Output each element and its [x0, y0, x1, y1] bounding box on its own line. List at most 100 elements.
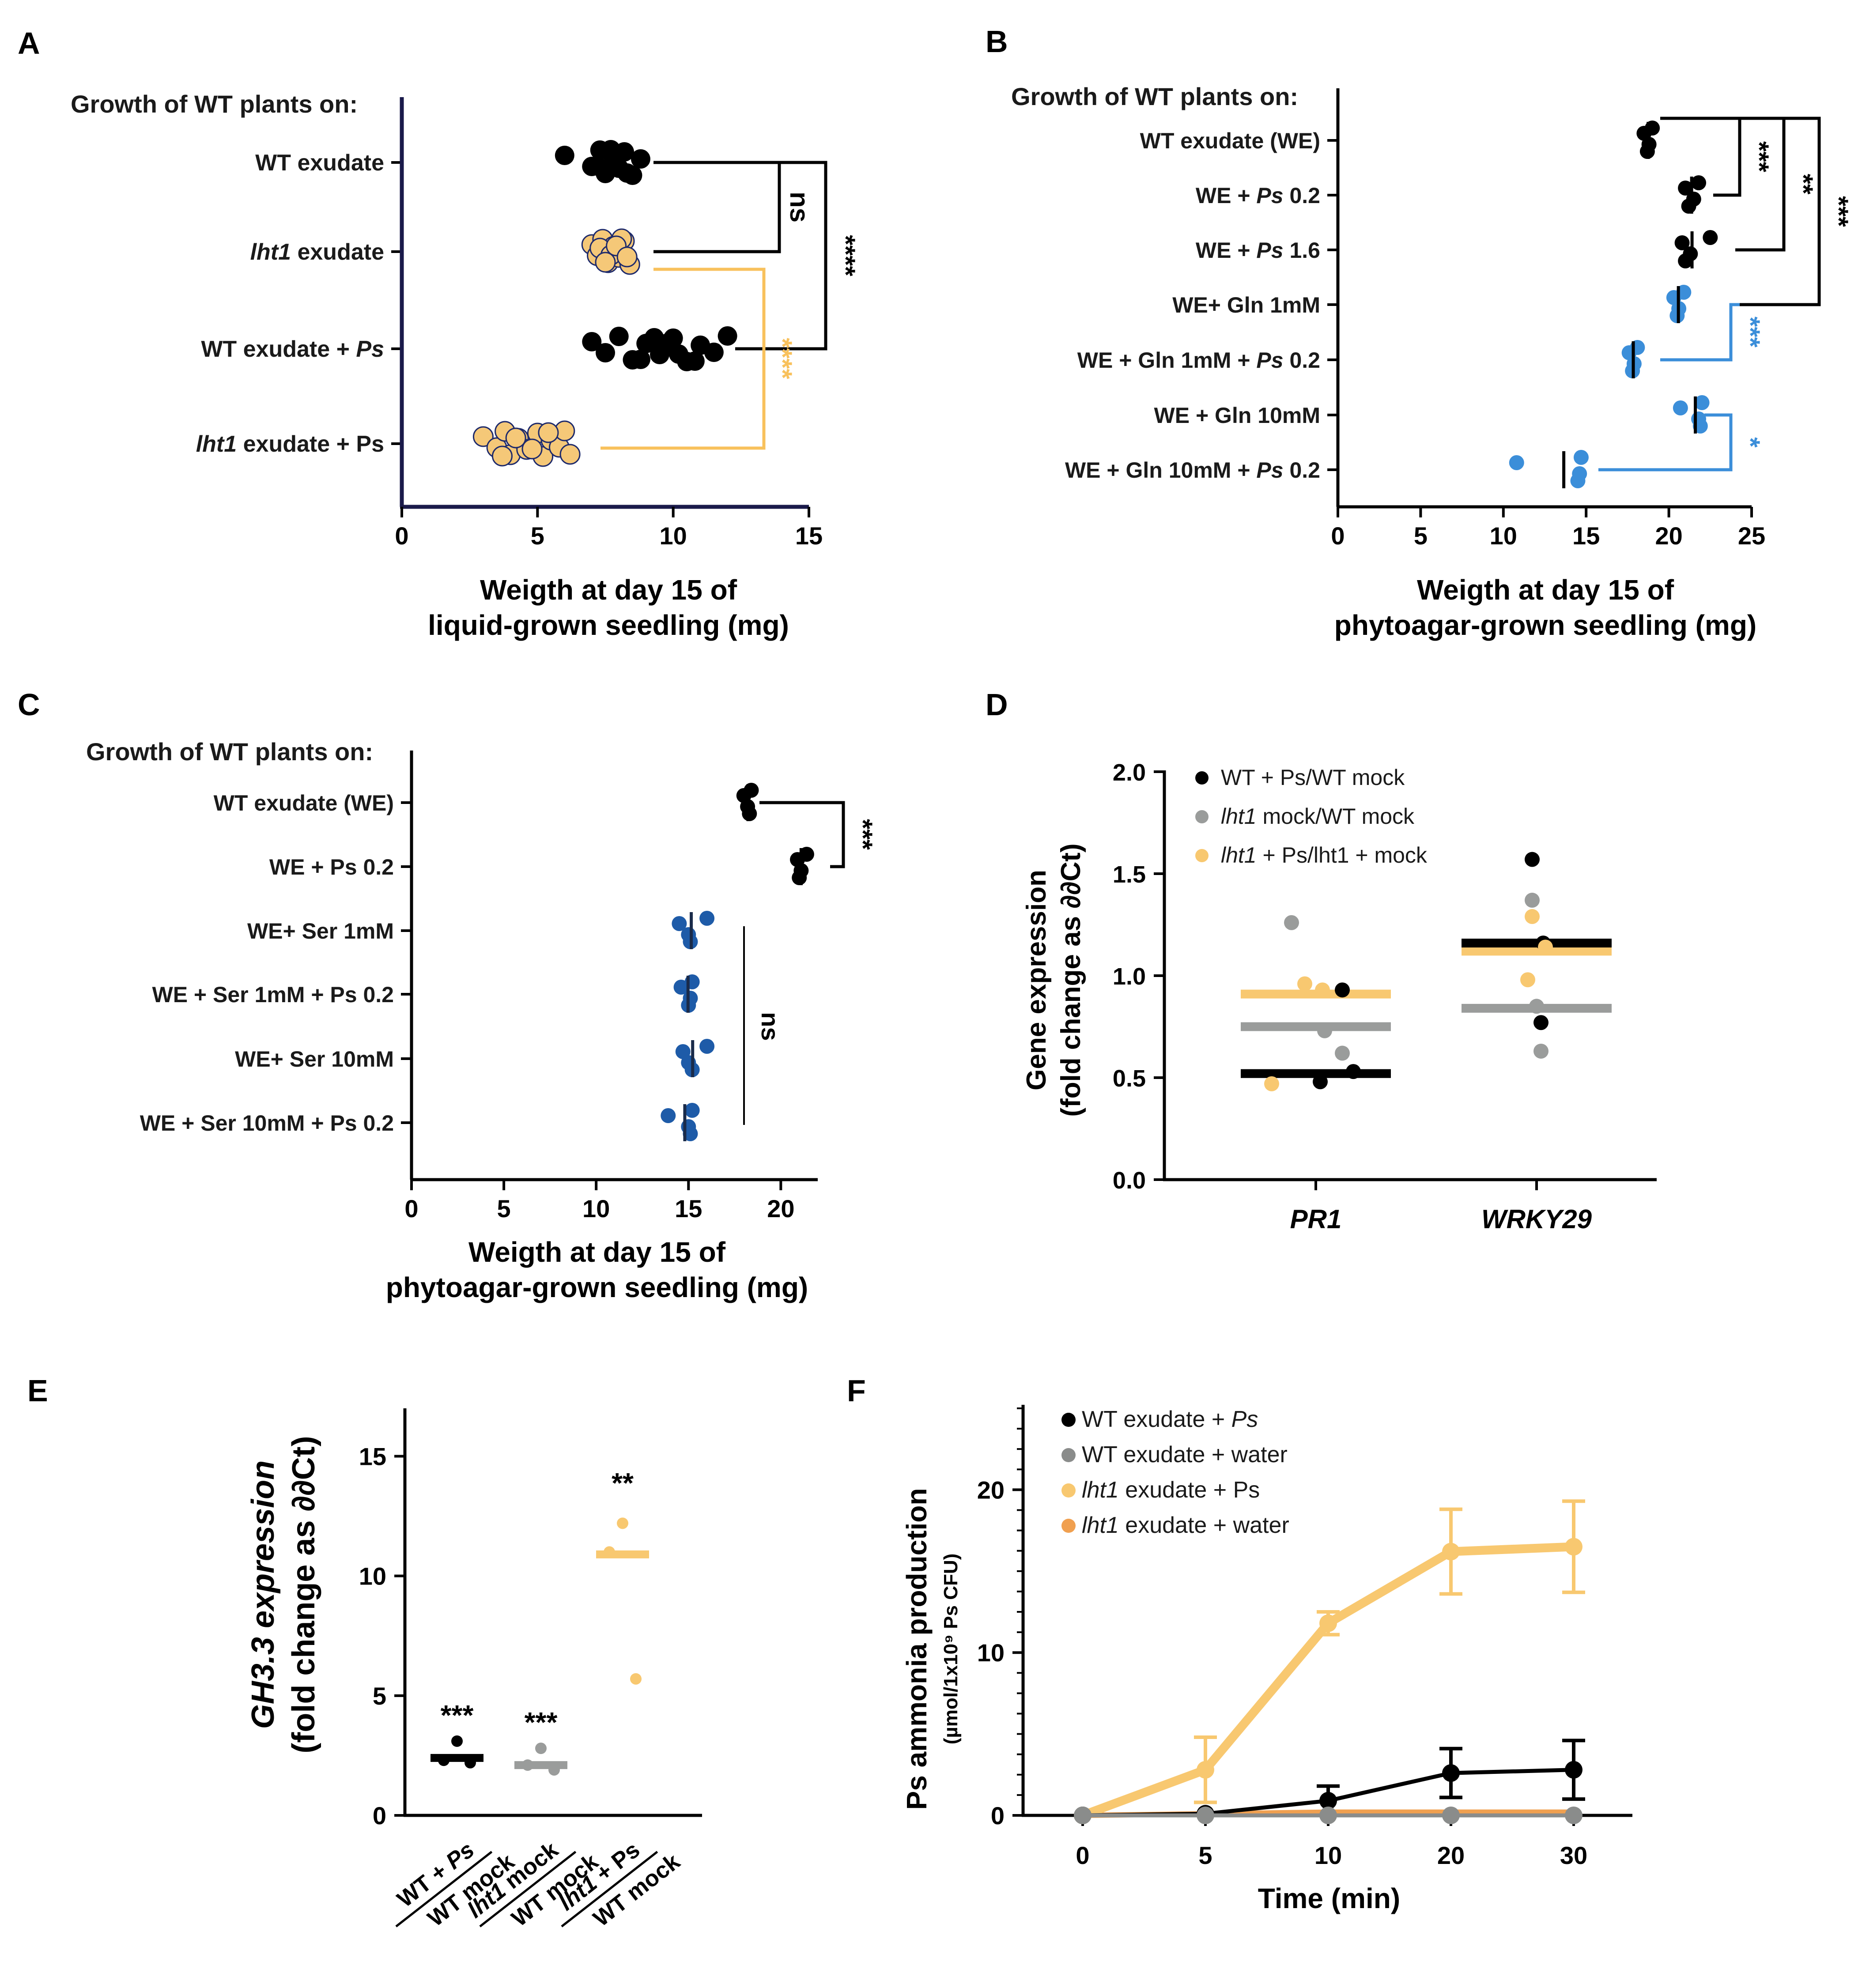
data-point	[1678, 253, 1693, 268]
panel-a-comparisons: ns **** ****	[601, 161, 861, 450]
panel-c-x-ticks: 0 5 10 15 20	[404, 1180, 795, 1222]
y-tick-label: 0	[373, 1802, 386, 1830]
data-point	[606, 147, 626, 166]
category-label: WE+ Ser 1mM	[247, 919, 394, 943]
panel-f-ylabel-line2: (µmol/1x10⁹ Ps CFU)	[940, 1554, 962, 1745]
panel-d-letter: D	[986, 687, 1008, 722]
panel-f-xlabel: Time (min)	[1258, 1882, 1400, 1914]
panel-a-xlabel-line1: Weigth at day 15 of	[480, 574, 737, 606]
data-point	[559, 444, 581, 465]
data-point	[1319, 1614, 1337, 1632]
significance-label: *	[1736, 437, 1765, 448]
significance-label: ****	[831, 235, 861, 276]
x-tick-label: PR1	[1290, 1204, 1342, 1234]
legend-label: WT + Ps/WT mock	[1221, 765, 1405, 790]
data-point	[1297, 976, 1312, 992]
x-tick-label: 10	[582, 1195, 610, 1222]
panel-c-category-labels: WT exudate (WE) WE + Ps 0.2 WE+ Ser 1mM WE …	[140, 791, 412, 1135]
data-point	[505, 427, 526, 449]
data-point	[1442, 1543, 1460, 1561]
category-label: WE + Gln 10mM	[1154, 403, 1320, 428]
x-tick-label: WRKY29	[1481, 1204, 1592, 1234]
data-point	[1533, 1043, 1549, 1059]
data-point	[1694, 395, 1710, 410]
data-point	[799, 847, 814, 862]
data-point	[472, 426, 494, 447]
panel-d: D Gene expression (fold change as ∂∂Ct) …	[986, 687, 1657, 1234]
x-tick-label: 15	[1572, 522, 1600, 550]
significance-label: ns	[756, 1012, 784, 1041]
category-label: WE + Gln 10mM + Ps 0.2	[1065, 458, 1320, 483]
data-point	[596, 343, 615, 362]
data-point	[1284, 915, 1299, 930]
data-point	[684, 1103, 700, 1118]
data-point	[1442, 1764, 1460, 1782]
x-tick-label: 15	[675, 1195, 702, 1222]
y-tick-label: 0.0	[1113, 1167, 1146, 1194]
y-tick-label: 0.5	[1113, 1065, 1146, 1092]
data-point	[1319, 1792, 1337, 1810]
panel-c-letter: C	[18, 687, 40, 722]
data-point	[1317, 1023, 1332, 1038]
data-point	[718, 326, 737, 346]
data-point	[1346, 1064, 1361, 1079]
y-tick-label: 0	[991, 1802, 1005, 1830]
panel-e-letter: E	[27, 1373, 48, 1408]
data-point	[1681, 199, 1696, 214]
panel-b-axes	[1336, 88, 1752, 509]
x-tick-label: 20	[1437, 1841, 1465, 1869]
data-point	[1678, 181, 1693, 196]
data-point	[548, 1764, 560, 1776]
data-point	[1673, 400, 1688, 415]
significance-label: **	[1789, 174, 1818, 195]
data-point	[555, 146, 574, 165]
category-label: WE+ Gln 1mM	[1172, 293, 1320, 317]
data-point	[1565, 1538, 1583, 1556]
data-point	[704, 343, 724, 362]
category-label: WE + Ser 1mM + Ps 0.2	[152, 982, 394, 1007]
data-point	[683, 1126, 698, 1141]
data-point	[644, 328, 664, 347]
category-label: WE + Ser 10mM + Ps 0.2	[140, 1111, 394, 1135]
data-point	[699, 1039, 715, 1054]
data-point	[1442, 1807, 1460, 1824]
data-point	[1313, 1074, 1328, 1090]
panel-d-ylabel-line2: (fold change as ∂∂Ct)	[1056, 843, 1086, 1117]
panel-e-ylabel-line2: (fold change as ∂∂Ct)	[286, 1436, 321, 1753]
panel-b-category-labels: WT exudate (WE) WE + Ps 0.2 WE + Ps 1.6 WE+…	[1065, 128, 1338, 483]
data-point	[1570, 473, 1586, 488]
data-point	[1525, 909, 1540, 924]
data-point	[522, 1759, 533, 1771]
comparison-bracket	[1660, 303, 1740, 362]
panel-e-data-points: *** *****	[431, 1467, 649, 1776]
data-point	[1529, 999, 1544, 1014]
data-point	[1525, 893, 1540, 908]
panel-d-ylabel-line1: Gene expression	[1021, 870, 1052, 1090]
panel-c: C Growth of WT plants on: WT exudate (WE…	[18, 687, 878, 1303]
x-tick-label: 30	[1560, 1841, 1587, 1869]
y-tick-label: 2.0	[1113, 759, 1146, 786]
panel-f-legend: WT exudate + Ps WT exudate + water lht1 ex…	[1061, 1407, 1289, 1538]
data-point	[1335, 982, 1350, 998]
panel-a-category-labels: WT exudate lht1 exudate WT exudate + Ps lht…	[196, 150, 402, 457]
data-point	[685, 351, 705, 371]
comparison-bracket	[601, 268, 766, 450]
x-tick-label: 5	[497, 1195, 511, 1222]
panel-c-xlabel-line1: Weigth at day 15 of	[468, 1236, 726, 1268]
significance-label: ***	[1736, 317, 1765, 348]
panel-b-letter: B	[986, 24, 1008, 59]
data-point	[1074, 1807, 1092, 1824]
panel-e: E GH3.3 expression (fold change as ∂∂Ct)…	[27, 1373, 702, 1932]
data-point	[1197, 1761, 1214, 1779]
significance-label: **	[612, 1467, 634, 1499]
data-point	[438, 1754, 449, 1766]
data-point	[1676, 285, 1692, 300]
data-point	[609, 327, 629, 346]
panel-a-data-points	[472, 140, 737, 467]
panel-c-xlabel-line2: phytoagar-grown seedling (mg)	[386, 1271, 808, 1303]
significance-label: ***	[525, 1706, 558, 1738]
x-tick-label: 5	[531, 522, 544, 550]
data-point	[792, 870, 807, 885]
data-point	[617, 1517, 628, 1529]
